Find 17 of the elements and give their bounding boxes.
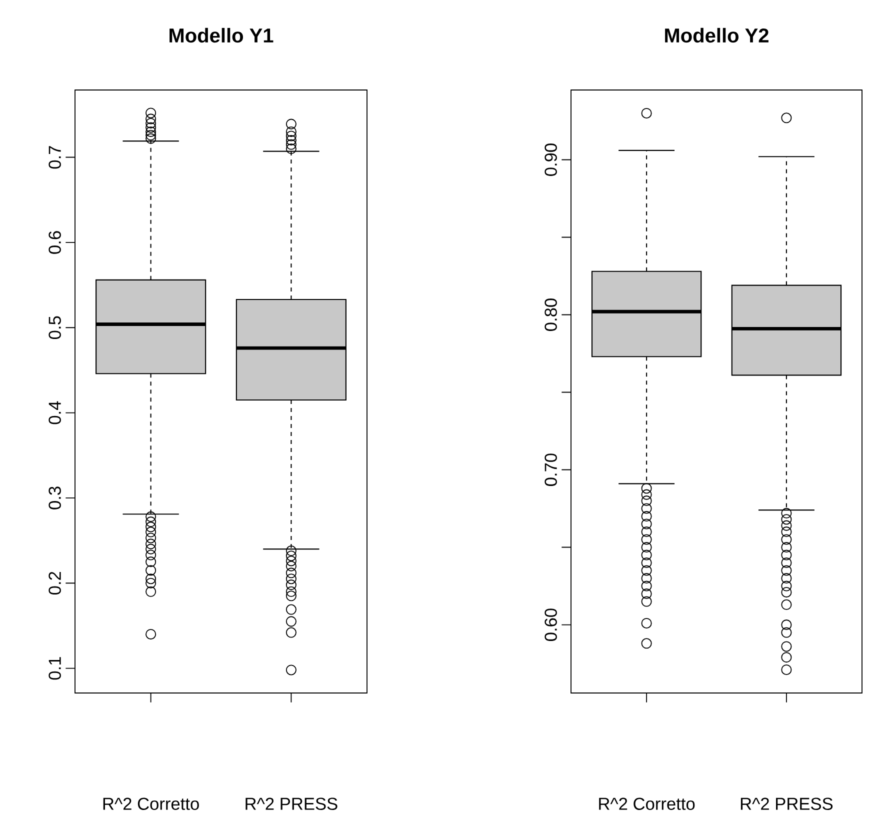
- chart-title: Modello Y1: [170, 28, 274, 43]
- y-tick-label: 0.4: [48, 401, 61, 424]
- x-tick-label: R^2 Corretto: [599, 798, 695, 810]
- y-tick-label: 0.1: [48, 657, 61, 680]
- y-tick-label: 0.2: [48, 572, 61, 594]
- y-tick-label: 0.3: [48, 486, 61, 510]
- x-tick-label: R^2 PRESS: [246, 798, 338, 810]
- y-tick-label: 0.70: [544, 454, 557, 486]
- y-tick-label: 0.80: [544, 298, 557, 331]
- y-tick-label: 0.5: [48, 316, 61, 339]
- y-tick-label: 0.7: [48, 146, 61, 169]
- y-tick-label: 0.6: [48, 231, 61, 254]
- y-tick-label: 0.60: [544, 608, 557, 641]
- chart-title: Modello Y2: [665, 28, 768, 43]
- x-tick-label: R^2 PRESS: [740, 798, 833, 810]
- y-tick-label: 0.90: [544, 144, 557, 176]
- x-tick-label: R^2 Corretto: [103, 798, 199, 810]
